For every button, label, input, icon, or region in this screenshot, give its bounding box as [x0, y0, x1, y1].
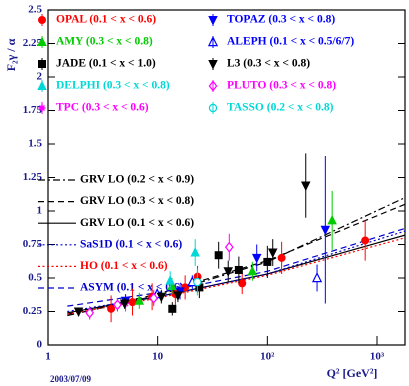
data-point [238, 279, 247, 288]
model-curve [67, 234, 406, 314]
legend-label: DELPHI (0.3 < x < 0.8) [56, 80, 170, 92]
y-tick-label: 0.75 [23, 238, 43, 250]
date: 2003/07/09 [50, 374, 92, 384]
legend-label: HO (0.1 < x < 0.6) [80, 260, 168, 272]
x-tick-label: 10 [152, 351, 164, 363]
x-tick-label: 1 [45, 351, 51, 363]
data-point [173, 291, 183, 301]
legend-label: TOPAZ (0.3 < x < 0.8) [227, 14, 335, 26]
data-point [361, 236, 370, 245]
legend-label: JADE (0.1 < x < 1.0) [56, 58, 156, 70]
data-point [119, 299, 130, 309]
y-tick-label: 2.25 [23, 37, 43, 49]
data-point [107, 304, 116, 313]
legend-label: L3 (0.3 < x < 0.8) [227, 58, 310, 70]
y-tick-label: 0.25 [23, 305, 43, 317]
data-point [234, 265, 243, 274]
data-point [113, 299, 122, 311]
data-point [168, 304, 177, 313]
legend-label: OPAL (0.1 < x < 0.6) [56, 14, 156, 26]
x-axis-label: Q² [GeV²] [327, 366, 378, 380]
data-point [193, 277, 202, 287]
data-point [224, 241, 234, 253]
legend-label: SaS1D (0.1 < x < 0.6) [80, 238, 182, 250]
data-point [320, 225, 331, 236]
data-point [85, 307, 95, 319]
y-tick-label: 2 [37, 71, 43, 83]
data-point [301, 181, 311, 192]
y-tick-label: 1.5 [28, 138, 42, 150]
x-tick-label: 10³ [370, 351, 385, 363]
legend-label: GRV LO (0.2 < x < 0.9) [80, 174, 194, 186]
legend-label: ALEPH (0.1 < x < 0.5/6/7) [227, 36, 354, 48]
legend-label: TPC (0.3 < x < 0.6) [56, 102, 149, 114]
y-tick-label: 1.75 [23, 104, 43, 116]
model-curve [67, 227, 406, 307]
data-point [251, 253, 262, 264]
legend-label: GRV LO (0.1 < x < 0.6) [80, 217, 194, 229]
data-point [156, 292, 167, 303]
data-point [149, 292, 159, 304]
data-point [73, 307, 84, 317]
data-point [165, 275, 175, 285]
model-curve [67, 203, 406, 315]
data-point [311, 272, 323, 283]
legend-label: PLUTO (0.3 < x < 0.8) [227, 80, 336, 92]
y-tick-label: 0.5 [28, 272, 42, 284]
y-tick-label: 2.5 [28, 4, 42, 16]
x-tick-label: 10² [260, 351, 275, 363]
data-point [223, 267, 233, 277]
y-tick-label: 1.25 [23, 171, 43, 183]
data-point [247, 265, 258, 276]
data-point [263, 257, 272, 266]
data-point [267, 248, 278, 259]
legend-label: TASSO (0.2 < x < 0.8) [227, 102, 334, 114]
data-point [190, 247, 200, 257]
data-point [327, 214, 337, 225]
legend-label: AMY (0.3 < x < 0.8) [56, 36, 153, 48]
model-curve [67, 197, 406, 317]
data-point [277, 253, 286, 262]
y-tick-label: 0 [37, 339, 43, 351]
y-tick-label: 1 [37, 205, 43, 217]
data-point [214, 251, 223, 260]
data-point [134, 295, 145, 305]
legend-label: GRV LO (0.3 < x < 0.8) [80, 195, 194, 207]
y-axis-label: F₂γ / α [4, 38, 18, 71]
model-curve [67, 230, 406, 313]
